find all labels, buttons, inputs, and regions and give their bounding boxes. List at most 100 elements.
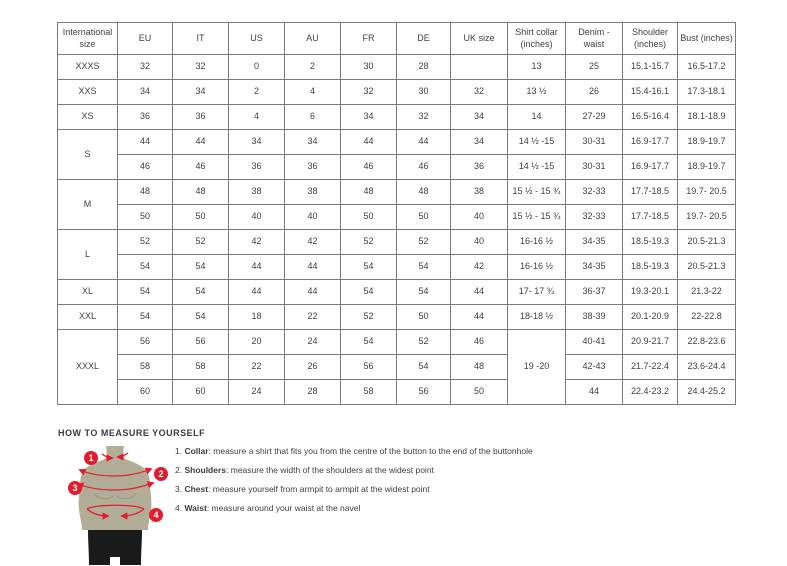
value-cell: 34-35 — [565, 229, 623, 255]
value-cell: 32 — [340, 79, 397, 105]
value-cell: 40-41 — [565, 329, 623, 355]
column-header: Shoulder (inches) — [622, 22, 678, 55]
value-cell: 42 — [284, 229, 341, 255]
column-header: Bust (inches) — [677, 22, 736, 55]
value-cell: 30-31 — [565, 129, 623, 155]
measure-badge-2 — [154, 467, 168, 481]
table-row: XXL 54 54 18 22 52 50 44 18-18 ½ 38-39 20.1-20.9 22… — [57, 304, 736, 330]
value-cell: 6 — [284, 104, 341, 130]
table-row: 50 50 40 40 50 50 40 15 ½ - 15 ¾ 32-33 17.7-18.5 1… — [58, 204, 736, 230]
value-cell: 54 — [340, 254, 397, 280]
table-row: XL 54 54 44 44 54 54 44 17- 17 ¾ 36-37 19.3-20.1 21… — [57, 279, 736, 305]
value-cell: 4 — [228, 104, 285, 130]
table-row: 60 60 24 28 58 56 50 44 22.4-23.2 24.4-25.2 — [58, 379, 736, 405]
size-label-cell: S — [57, 129, 118, 180]
value-cell: 19.7- 20.5 — [677, 179, 736, 205]
measure-instruction: 4. Waist: measure around your waist at t… — [175, 503, 361, 513]
value-cell: 20.9-21.7 — [622, 329, 678, 355]
waist-measure-arc — [86, 504, 145, 510]
column-header: IT — [172, 22, 229, 55]
value-cell: 36 — [172, 104, 229, 130]
column-header: International size — [57, 22, 118, 55]
value-cell: 38 — [284, 179, 341, 205]
value-cell: 40 — [228, 204, 285, 230]
value-cell: 40 — [284, 204, 341, 230]
value-cell: 4 — [284, 79, 341, 105]
value-cell: 52 — [340, 304, 397, 330]
size-label-cell: L — [57, 229, 118, 280]
value-cell: 54 — [117, 279, 173, 305]
mannequin-shorts — [88, 530, 142, 565]
value-cell: 22 — [228, 354, 285, 380]
value-cell: 44 — [565, 379, 623, 405]
value-cell: 32 — [172, 54, 229, 80]
value-cell: 15.1-15.7 — [622, 54, 678, 80]
table-row: 54 54 44 44 54 54 42 16-16 ½ 34-35 18.5-19.3 20.5-… — [58, 254, 736, 280]
value-cell: 20.5-21.3 — [677, 229, 736, 255]
value-cell: 34 — [284, 129, 341, 155]
value-cell: 32-33 — [565, 179, 623, 205]
value-cell: 20.5-21.3 — [677, 254, 736, 280]
measure-badge-4-number: 4 — [153, 510, 158, 520]
value-cell: 50 — [396, 204, 451, 230]
column-header: AU — [284, 22, 341, 55]
value-cell: 44 — [396, 129, 451, 155]
measure-section-heading: HOW TO MEASURE YOURSELF — [58, 428, 206, 438]
value-cell: 25 — [565, 54, 623, 80]
value-cell: 15.4-16.1 — [622, 79, 678, 105]
value-cell: 50 — [396, 304, 451, 330]
value-cell: 46 — [117, 154, 173, 180]
value-cell: 13 — [507, 54, 566, 80]
value-cell: 27-29 — [565, 104, 623, 130]
value-cell: 48 — [340, 179, 397, 205]
value-cell: 16-16 ½ — [507, 254, 566, 280]
measure-instruction: 3. Chest: measure yourself from armpit t… — [175, 484, 430, 494]
value-cell: 22.8-23.6 — [677, 329, 736, 355]
column-header: DE — [396, 22, 451, 55]
value-cell: 36 — [450, 154, 508, 180]
value-cell: 44 — [284, 279, 341, 305]
value-cell: 36 — [117, 104, 173, 130]
value-cell: 34 — [450, 129, 508, 155]
value-cell: 60 — [172, 379, 229, 405]
value-cell: 54 — [340, 329, 397, 355]
value-cell: 36 — [284, 154, 341, 180]
value-cell: 17.7-18.5 — [622, 204, 678, 230]
value-cell: 42-43 — [565, 354, 623, 380]
value-cell: 36-37 — [565, 279, 623, 305]
value-cell: 52 — [396, 229, 451, 255]
value-cell: 18.5-19.3 — [622, 254, 678, 280]
table-row: XXXS 32 32 0 2 30 28 13 25 15.1-15.7 16.5-17.2 — [57, 54, 736, 80]
value-cell: 38 — [228, 179, 285, 205]
size-label-cell: XL — [57, 279, 118, 305]
value-cell: 56 — [172, 329, 229, 355]
column-header: US — [228, 22, 285, 55]
value-cell: 44 — [450, 279, 508, 305]
value-cell: 19 -20 — [507, 329, 566, 405]
measure-instruction: 1. Collar: measure a shirt that fits you… — [175, 446, 533, 456]
value-cell: 50 — [172, 204, 229, 230]
table-row: M 48 48 38 38 48 48 38 15 ½ - 15 ¾ 32-33 17.7-18.5… — [57, 179, 736, 230]
column-header: UK size — [450, 22, 508, 55]
value-cell: 16.5-17.2 — [677, 54, 736, 80]
value-cell: 30 — [396, 79, 451, 105]
value-cell: 46 — [450, 329, 508, 355]
value-cell: 50 — [117, 204, 173, 230]
value-cell: 13 ½ — [507, 79, 566, 105]
value-cell: 50 — [450, 379, 508, 405]
value-cell: 54 — [340, 279, 397, 305]
value-cell: 32 — [450, 79, 508, 105]
value-cell: 54 — [117, 254, 173, 280]
size-chart-table: International size EU IT US AU FR DE UK size Shi… — [57, 22, 736, 405]
value-cell: 54 — [396, 354, 451, 380]
value-cell: 54 — [172, 304, 229, 330]
mannequin-torso — [78, 446, 152, 530]
value-cell: 2 — [228, 79, 285, 105]
value-cell: 26 — [565, 79, 623, 105]
value-cell: 44 — [117, 129, 173, 155]
value-cell: 17- 17 ¾ — [507, 279, 566, 305]
shoulder-measure-arrow — [114, 467, 153, 477]
value-cell: 28 — [284, 379, 341, 405]
value-cell: 34-35 — [565, 254, 623, 280]
value-cell: 52 — [340, 229, 397, 255]
